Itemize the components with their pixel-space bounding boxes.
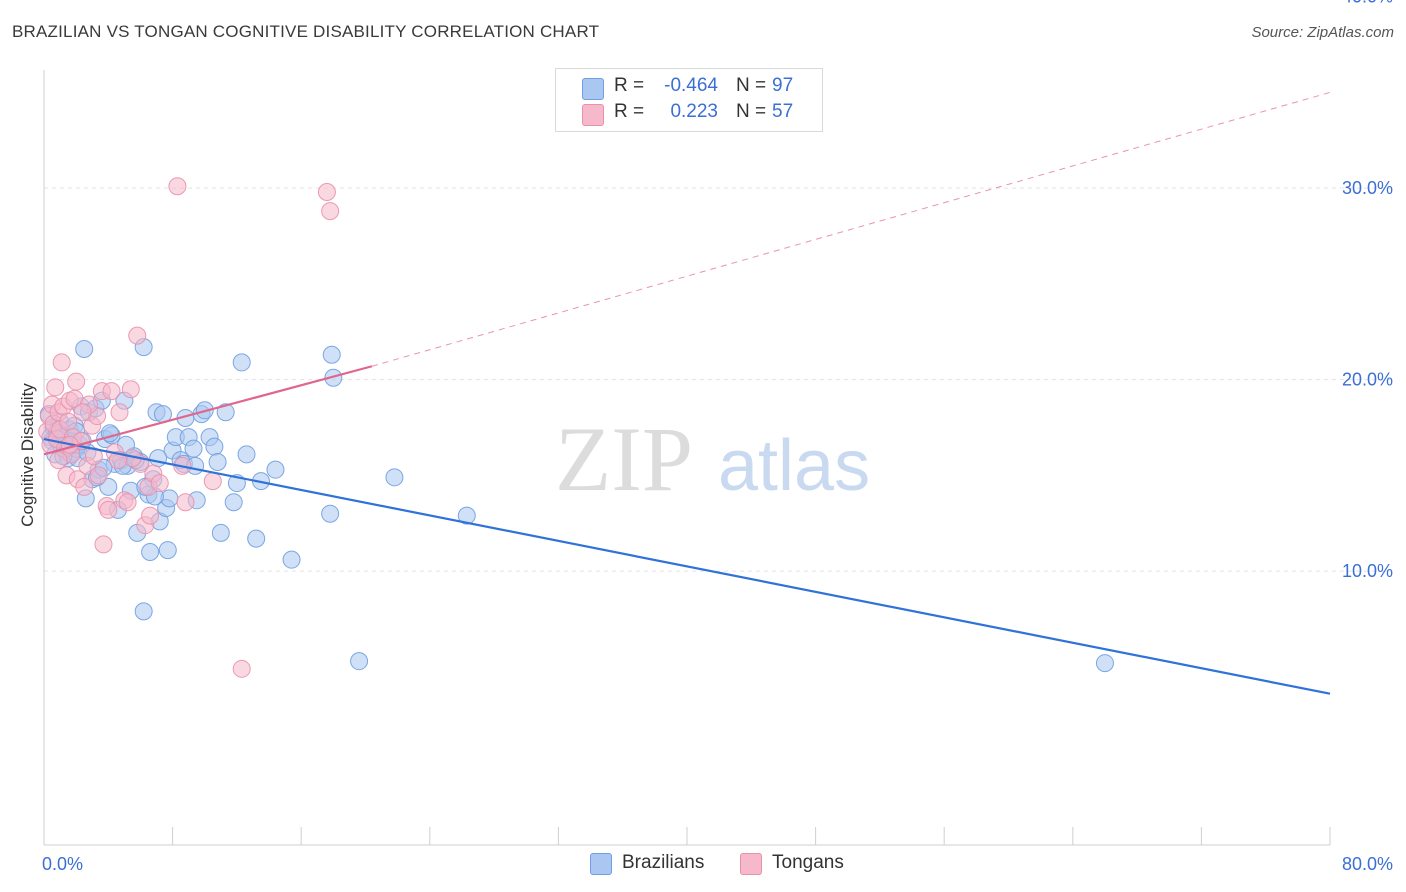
x-tick-label: 80.0% [1342,854,1393,874]
n-value: 97 [772,75,794,96]
tongan-point [94,535,113,554]
tongan-point [110,403,129,422]
n-value: 57 [772,101,794,122]
x-tick-label: 0.0% [42,854,83,874]
brazilian-point [216,403,235,422]
n-label: N = [736,101,767,122]
tongan-point [73,403,92,422]
brazilian-point [141,543,160,562]
y-tick-label: 20.0% [1342,370,1393,390]
tongan-point [89,466,108,485]
legend-label: Tongans [772,852,844,873]
tongan-point [84,447,103,466]
brazilian-point [322,345,341,364]
brazilians-trend-line [43,437,1331,695]
brazilian-point [75,340,94,359]
y-tick-label: 30.0% [1342,178,1393,198]
brazilians-swatch [582,78,604,100]
brazilian-point [205,437,224,456]
brazilian-point [184,439,203,458]
r-label: R = [614,75,645,96]
tongan-point [46,378,65,397]
stats-row-brazilians: R = -0.464 N = 97 [556,75,822,101]
tongan-point [128,326,147,345]
brazilian-point [1095,654,1114,673]
tongan-point [232,659,251,678]
legend: Brazilians Tongans [0,852,1406,878]
tongans-swatch [582,104,604,126]
tongan-point [59,412,78,431]
tongans-legend-swatch [740,853,762,875]
legend-label: Brazilians [622,852,705,873]
stats-box: R = -0.464 N = 97 R = 0.223 N = 57 [555,68,823,132]
tongan-point [317,182,336,201]
tongans-trend-line [43,365,373,456]
tongan-point [168,177,187,196]
tongan-point [75,477,94,496]
watermark-zip: ZIP [555,408,693,510]
brazilian-point [149,449,168,468]
brazilian-point [266,460,285,479]
brazilians-legend-swatch [590,853,612,875]
brazilian-point [134,602,153,621]
brazilian-point [224,493,243,512]
r-label: R = [614,101,645,122]
axes [43,70,1331,846]
brazilian-point [385,468,404,487]
tongan-point [141,506,160,525]
gridlines [44,187,1395,572]
tongan-point [99,500,118,519]
tongan-point [102,382,121,401]
tongan-point [203,472,222,491]
brazilian-point [208,453,227,471]
tongan-point [321,202,340,221]
y-tick-label: 10.0% [1342,561,1393,581]
tongan-point [52,353,71,372]
brazilian-point [211,523,230,542]
tongan-point [150,474,169,493]
trend-lines [43,91,1331,695]
brazilian-point [350,652,369,671]
r-value: 0.223 [670,101,718,122]
brazilian-point [232,353,251,372]
chart-title: BRAZILIAN VS TONGAN COGNITIVE DISABILITY… [12,22,600,41]
brazilian-point [457,506,476,525]
brazilian-point [158,541,177,560]
tongan-point [108,451,127,470]
tongan-point [118,493,137,512]
brazilian-point [282,550,301,569]
chart-source: Source: ZipAtlas.com [1251,24,1394,41]
brazilian-point [321,504,340,523]
r-value: -0.464 [664,75,718,96]
n-label: N = [736,75,767,96]
tick-labels: 10.0% 20.0% 30.0% 40.0% 0.0% 80.0% [42,0,1393,874]
brazilian-point [237,445,256,464]
watermark-atlas: atlas [718,426,870,506]
y-tick-label: 40.0% [1342,0,1393,7]
tongan-point [49,451,68,470]
tongan-point [121,380,140,399]
watermark: ZIP atlas [555,408,870,510]
tongan-point [176,493,195,512]
brazilian-point [247,529,266,548]
stats-row-tongans: R = 0.223 N = 57 [556,101,822,127]
tongans-trend-extension [371,91,1331,367]
tongan-point [67,372,86,391]
